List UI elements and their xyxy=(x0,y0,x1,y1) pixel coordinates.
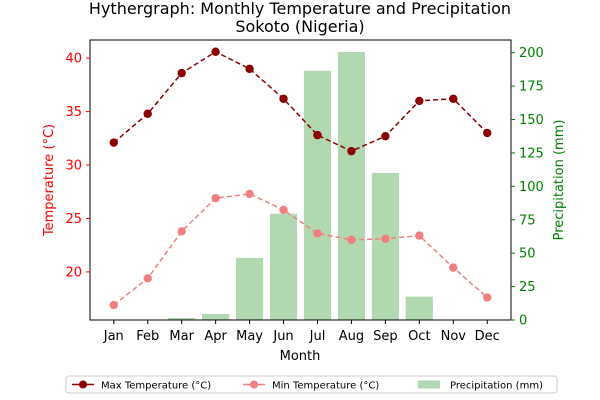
min-temp-point-apr xyxy=(211,193,220,203)
min-temp-point-aug xyxy=(347,235,356,245)
precipitation-bar-aug xyxy=(337,52,366,321)
x-tick-label-aug: Aug xyxy=(339,329,364,344)
min-temp-point-jan xyxy=(109,300,118,310)
max-temp-point-feb xyxy=(143,109,152,118)
right-tick-label-200: 200 xyxy=(519,46,544,61)
right-tick-label-125: 125 xyxy=(519,146,544,161)
chart-title: Hythergraph: Monthly Temperature and Pre… xyxy=(89,0,511,18)
x-tick-label-jul: Jul xyxy=(309,329,326,344)
max-temp-point-jan xyxy=(109,138,118,147)
precipitation-bar-oct xyxy=(405,296,433,320)
max-temp-point-jul xyxy=(313,130,322,140)
legend-label-max-temp: Max Temperature (°C) xyxy=(101,381,211,392)
min-temp-point-mar xyxy=(177,227,186,236)
legend-label-precipitation: Precipitation (mm) xyxy=(450,381,543,392)
right-tick-label-75: 75 xyxy=(519,213,536,228)
max-temp-point-apr xyxy=(211,47,220,56)
max-temp-line xyxy=(113,50,488,152)
precipitation-bar-sep xyxy=(371,172,399,320)
max-temp-point-dec xyxy=(483,128,492,138)
precipitation-bar-may xyxy=(235,257,264,320)
right-tick-label-25: 25 xyxy=(519,280,536,295)
x-tick-label-feb: Feb xyxy=(136,329,159,344)
precipitation-bar-jun xyxy=(269,213,298,320)
max-temp-point-jun xyxy=(279,94,288,103)
right-tick-label-50: 50 xyxy=(519,247,536,262)
right-tick-label-150: 150 xyxy=(519,113,544,128)
max-temp-point-sep xyxy=(381,131,390,141)
x-tick-label-jun: Jun xyxy=(272,329,293,344)
min-temp-point-feb xyxy=(143,274,152,283)
precipitation-bars xyxy=(168,52,433,321)
left-axis-label: Temperature (°C) xyxy=(42,124,57,237)
min-temp-point-nov xyxy=(449,263,458,272)
right-tick-label-175: 175 xyxy=(519,80,544,95)
axes: Jan Feb Mar Apr May Jun Jul Aug Sep Oct Nov Dec 20 25… xyxy=(65,39,544,344)
max-temp-point-aug xyxy=(347,146,356,156)
min-temp-point-jul xyxy=(313,229,322,238)
legend-swatch-precipitation xyxy=(418,380,440,389)
max-temp-point-mar xyxy=(177,68,186,78)
precipitation-bar-mar xyxy=(168,317,196,320)
plot-frame xyxy=(89,39,512,321)
left-tick-label-25: 25 xyxy=(65,212,82,227)
min-temp-point-jun xyxy=(279,205,288,215)
min-temp-point-dec xyxy=(483,293,492,302)
x-tick-label-mar: Mar xyxy=(169,329,194,344)
legend-marker-max-temp xyxy=(79,380,87,389)
x-tick-label-apr: Apr xyxy=(204,329,227,344)
precipitation-bar-jul xyxy=(303,70,332,320)
chart-subtitle: Sokoto (Nigeria) xyxy=(235,17,364,36)
precipitation-bar-apr xyxy=(202,313,230,320)
x-axis-label: Month xyxy=(280,349,321,364)
max-temp-point-oct xyxy=(415,96,424,106)
x-tick-label-nov: Nov xyxy=(441,329,467,344)
legend: Max Temperature (°C) Min Temperature (°C)… xyxy=(65,375,558,394)
x-tick-label-may: May xyxy=(236,329,263,344)
x-tick-label-sep: Sep xyxy=(373,329,398,344)
x-tick-label-oct: Oct xyxy=(408,329,430,344)
min-temp-point-sep xyxy=(381,234,390,243)
left-tick-label-40: 40 xyxy=(65,52,82,67)
left-tick-label-35: 35 xyxy=(65,105,82,120)
min-temp-point-may xyxy=(245,189,254,199)
legend-label-min-temp: Min Temperature (°C) xyxy=(272,381,379,392)
x-tick-label-jan: Jan xyxy=(103,329,124,344)
legend-marker-min-temp xyxy=(250,380,258,389)
legend-box xyxy=(65,375,558,394)
temperature-lines xyxy=(109,47,492,310)
right-tick-label-0: 0 xyxy=(519,314,527,329)
right-axis-label: Precipitation (mm) xyxy=(552,120,567,241)
max-temp-point-nov xyxy=(449,94,458,103)
right-tick-label-100: 100 xyxy=(519,180,544,195)
max-temp-point-may xyxy=(245,64,254,74)
min-temp-line xyxy=(113,193,488,306)
x-tick-label-dec: Dec xyxy=(475,329,500,344)
min-temp-point-oct xyxy=(415,231,424,240)
left-tick-label-30: 30 xyxy=(65,159,82,174)
left-tick-label-20: 20 xyxy=(65,265,82,280)
